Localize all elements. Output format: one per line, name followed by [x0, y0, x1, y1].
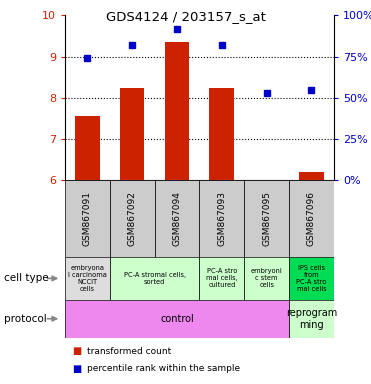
Text: GSM867092: GSM867092 [128, 192, 137, 246]
Bar [244, 257, 289, 300]
Text: protocol: protocol [4, 314, 46, 324]
Text: percentile rank within the sample: percentile rank within the sample [87, 364, 240, 373]
Text: GSM867094: GSM867094 [173, 192, 181, 246]
Text: GSM867093: GSM867093 [217, 191, 226, 247]
Text: PC-A stro
mal cells,
cultured: PC-A stro mal cells, cultured [206, 268, 238, 288]
Bar [110, 257, 200, 300]
Text: GSM867096: GSM867096 [307, 191, 316, 247]
Bar [75, 116, 100, 180]
Text: transformed count: transformed count [87, 347, 171, 356]
Bar [244, 180, 289, 257]
Text: IPS cells
from
PC-A stro
mal cells: IPS cells from PC-A stro mal cells [296, 265, 327, 292]
Bar [65, 300, 289, 338]
Text: ■: ■ [72, 346, 82, 356]
Bar [200, 257, 244, 300]
Bar [289, 300, 334, 338]
Bar [110, 180, 155, 257]
Bar [299, 172, 324, 180]
Bar [165, 42, 189, 180]
Text: GSM867091: GSM867091 [83, 191, 92, 247]
Bar [289, 257, 334, 300]
Bar [120, 88, 144, 180]
Bar [155, 180, 200, 257]
Text: ■: ■ [72, 364, 82, 374]
Bar [289, 180, 334, 257]
Text: embryoni
c stem
cells: embryoni c stem cells [251, 268, 283, 288]
Text: cell type: cell type [4, 273, 48, 283]
Text: GDS4124 / 203157_s_at: GDS4124 / 203157_s_at [106, 10, 265, 23]
Bar [210, 88, 234, 180]
Text: embryona
l carcinoma
NCCIT
cells: embryona l carcinoma NCCIT cells [68, 265, 107, 292]
Bar [65, 257, 110, 300]
Text: PC-A stromal cells,
sorted: PC-A stromal cells, sorted [124, 272, 186, 285]
Text: GSM867095: GSM867095 [262, 191, 271, 247]
Text: control: control [160, 314, 194, 324]
Text: reprogram
ming: reprogram ming [286, 308, 337, 329]
Bar [200, 180, 244, 257]
Bar [65, 180, 110, 257]
